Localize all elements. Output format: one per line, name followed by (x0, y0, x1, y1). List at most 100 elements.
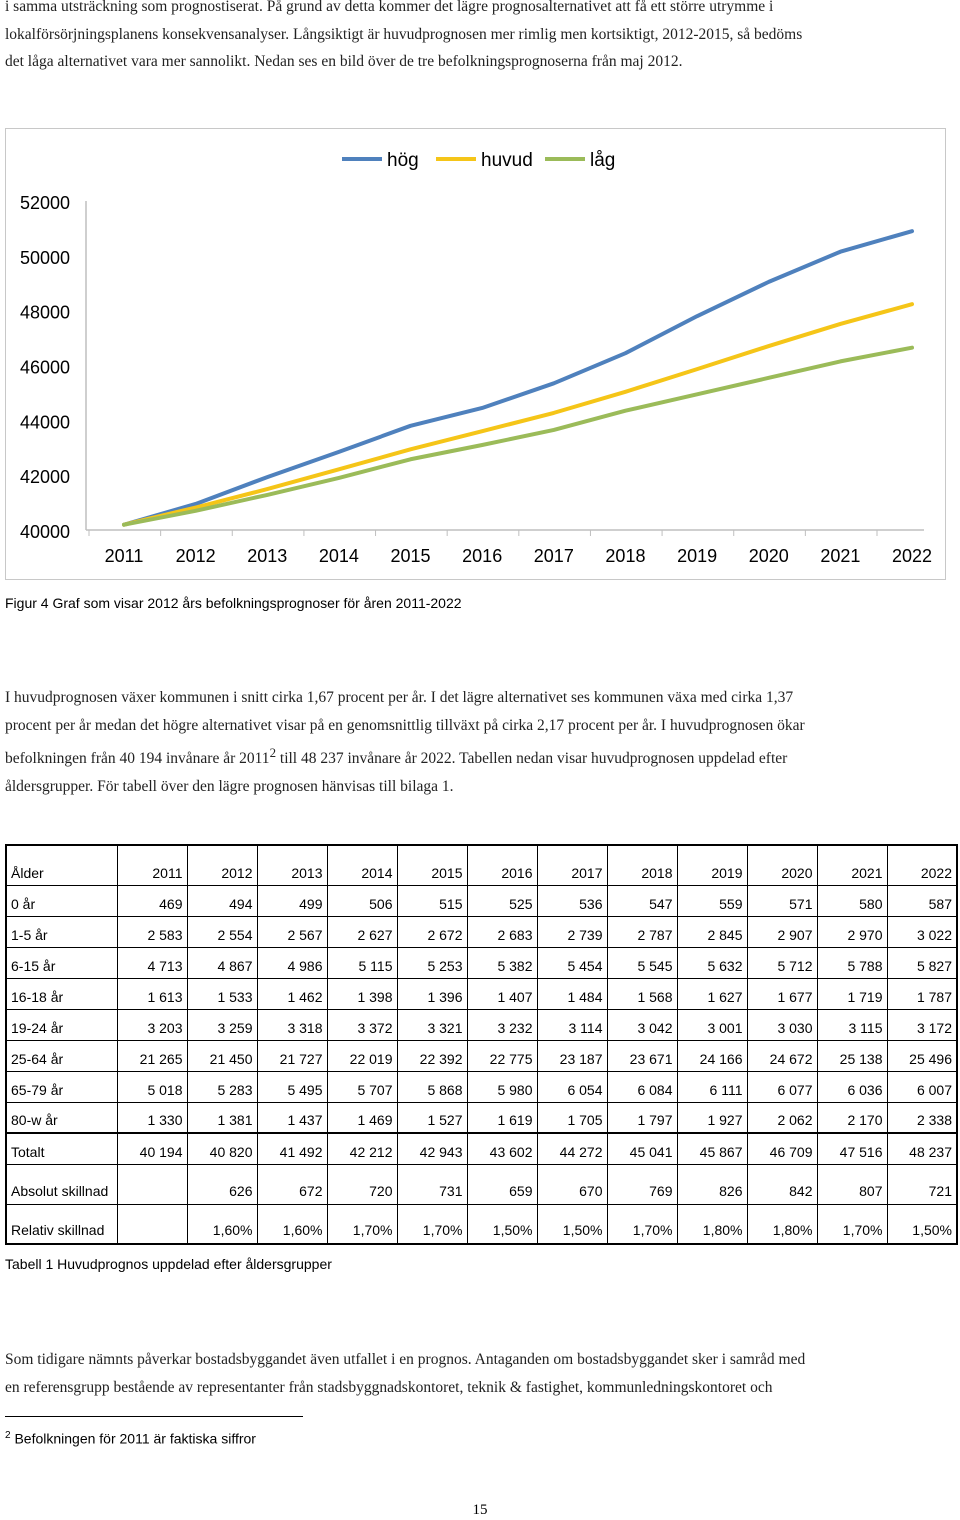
table-cell (116, 1203, 188, 1245)
table-cell: 721 (886, 1163, 958, 1205)
x-tick-label: 2013 (247, 546, 287, 566)
footnote-divider (5, 1416, 303, 1417)
table-row-absolute: Absolut skillnad 626 672 720 731 659 670 769 826… (5, 1163, 958, 1205)
table-cell: 43 602 (466, 1132, 538, 1165)
table-cell: 47 516 (816, 1132, 888, 1165)
text-line: Som tidigare nämnts påverkar bostadsbygg… (5, 1351, 806, 1368)
table-row: 16-18 år 1 613 1 533 1 462 1 398 1 396 1 407 1 … (5, 977, 958, 1010)
table-row: 6-15 år 4 713 4 867 4 986 5 115 5 253 5 382 5 4… (5, 946, 958, 979)
table-cell: 42 943 (396, 1132, 468, 1165)
table-cell: 515 (396, 884, 468, 917)
table-cell: 3 114 (536, 1008, 608, 1041)
table-cell: 499 (256, 884, 328, 917)
table-cell: 1 797 (606, 1101, 678, 1134)
table-cell: 842 (746, 1163, 818, 1205)
table-cell: 1,50% (886, 1203, 958, 1245)
table-cell: 1 787 (886, 977, 958, 1010)
table-cell: 1,80% (676, 1203, 748, 1245)
table-cell: 2 062 (746, 1101, 818, 1134)
table-cell: 1 613 (116, 977, 188, 1010)
chart-canvas: hög huvud låg 40000 42000 44000 46000 48000 500… (20, 150, 932, 566)
text-span: till 48 237 invånare år 2022. Tabellen n… (276, 750, 788, 768)
table-cell: 4 713 (116, 946, 188, 979)
table-cell: 807 (816, 1163, 888, 1205)
table-cell: 5 632 (676, 946, 748, 979)
table-cell: 22 019 (326, 1039, 398, 1072)
table-cell: 25 496 (886, 1039, 958, 1072)
table-cell: 2 170 (816, 1101, 888, 1134)
x-tick-label: 2021 (820, 546, 860, 566)
table-cell: 23 671 (606, 1039, 678, 1072)
legend-label-1: huvud (481, 150, 533, 171)
footnote: 2 Befolkningen för 2011 är faktiska siff… (5, 1430, 256, 1447)
table-cell: 6 111 (676, 1070, 748, 1103)
y-tick-label: 50000 (20, 248, 70, 268)
table-cell: 547 (606, 884, 678, 917)
table-cell: 826 (676, 1163, 748, 1205)
table-cell: 5 545 (606, 946, 678, 979)
y-axis: 40000 42000 44000 46000 48000 50000 52000 (20, 193, 70, 542)
text-line: i samma utsträckning som prognostiserat.… (5, 0, 774, 15)
column-header-year: 2014 (326, 844, 398, 886)
column-header-year: 2013 (256, 844, 328, 886)
table-cell: 46 709 (746, 1132, 818, 1165)
table-cell: 2 787 (606, 915, 678, 948)
table-cell: 1 705 (536, 1101, 608, 1134)
table-cell: 580 (816, 884, 888, 917)
table-cell: 3 318 (256, 1008, 328, 1041)
row-label: Totalt (5, 1132, 118, 1165)
table-cell: 3 372 (326, 1008, 398, 1041)
table-cell: 1 462 (256, 977, 328, 1010)
row-label: 65-79 år (5, 1070, 118, 1103)
table-row: 65-79 år 5 018 5 283 5 495 5 707 5 868 5 980 6 … (5, 1070, 958, 1103)
table-cell: 5 253 (396, 946, 468, 979)
table-cell: 672 (256, 1163, 328, 1205)
table-cell: 3 042 (606, 1008, 678, 1041)
population-chart: hög huvud låg 40000 42000 44000 46000 48000 500… (5, 128, 946, 580)
table-cell: 1 437 (256, 1101, 328, 1134)
column-header-year: 2017 (536, 844, 608, 886)
x-tick-label: 2016 (462, 546, 502, 566)
table-cell: 25 138 (816, 1039, 888, 1072)
table-cell: 23 187 (536, 1039, 608, 1072)
text-line: befolkningen från 40 194 invånare år 201… (5, 739, 940, 773)
table-cell: 1 396 (396, 977, 468, 1010)
intro-paragraph: i samma utsträckning som prognostiserat.… (5, 0, 940, 76)
table-row: 19-24 år 3 203 3 259 3 318 3 372 3 321 3 232 3 … (5, 1008, 958, 1041)
legend-label-0: hög (387, 150, 419, 171)
table-cell: 3 030 (746, 1008, 818, 1041)
column-header-year: 2021 (816, 844, 888, 886)
table-cell: 1,70% (816, 1203, 888, 1245)
row-label: 1-5 år (5, 915, 118, 948)
table-cell: 3 321 (396, 1008, 468, 1041)
table-cell: 45 041 (606, 1132, 678, 1165)
table-cell: 22 392 (396, 1039, 468, 1072)
table-cell: 5 018 (116, 1070, 188, 1103)
x-tick-label: 2022 (892, 546, 932, 566)
table-cell: 1,60% (186, 1203, 258, 1245)
table-cell: 571 (746, 884, 818, 917)
table-cell: 6 077 (746, 1070, 818, 1103)
table-cell: 525 (466, 884, 538, 917)
table-cell: 40 194 (116, 1132, 188, 1165)
table-row: 1-5 år 2 583 2 554 2 567 2 627 2 672 2 683 2 73… (5, 915, 958, 948)
table-cell: 21 450 (186, 1039, 258, 1072)
table-cell: 659 (466, 1163, 538, 1205)
table-cell: 4 986 (256, 946, 328, 979)
table-cell: 21 265 (116, 1039, 188, 1072)
x-tick-label: 2015 (391, 546, 431, 566)
table-cell: 2 845 (676, 915, 748, 948)
table-cell: 2 627 (326, 915, 398, 948)
table-cell: 506 (326, 884, 398, 917)
table-cell: 5 495 (256, 1070, 328, 1103)
table-cell: 3 022 (886, 915, 958, 948)
y-tick-label: 52000 (20, 193, 70, 213)
table-cell: 5 712 (746, 946, 818, 979)
table-cell: 3 001 (676, 1008, 748, 1041)
text-line: en referensgrupp bestående av representa… (5, 1378, 773, 1396)
figure-caption: Figur 4 Graf som visar 2012 års befolkni… (5, 595, 462, 611)
row-label: 0 år (5, 884, 118, 917)
table-cell: 1,80% (746, 1203, 818, 1245)
x-tick-label: 2018 (605, 546, 645, 566)
table-cell: 2 970 (816, 915, 888, 948)
